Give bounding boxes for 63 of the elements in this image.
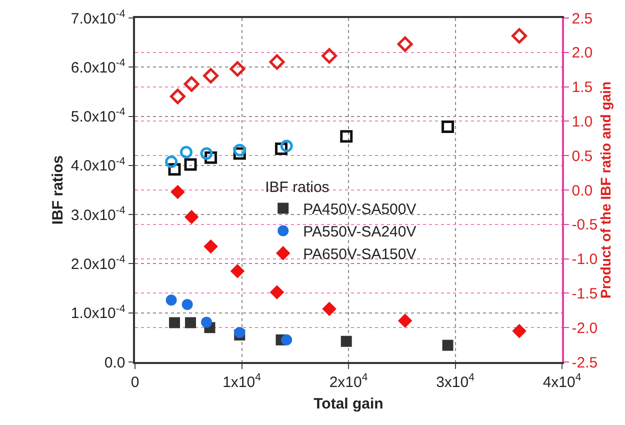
legend-label: PA450V-SA500V	[303, 201, 416, 218]
point	[442, 120, 454, 133]
y-tick-label: 3.0x10$^{-4}$	[70, 204, 126, 224]
point	[512, 28, 528, 44]
y-tick-label: 5.0x10$^{-4}$	[70, 106, 126, 126]
point	[169, 317, 180, 328]
y2-axis-title: Product of the IBF ratio and gain	[598, 82, 614, 298]
point	[184, 158, 197, 171]
x-tick-label: 0	[130, 374, 140, 391]
point	[233, 144, 246, 156]
point	[269, 54, 285, 70]
point	[322, 302, 336, 316]
legend-label: PA550V-SA240V	[303, 224, 416, 241]
legend-title: IBF ratios	[265, 178, 330, 196]
point	[322, 48, 338, 64]
point	[203, 68, 219, 84]
y-axis-title: IBF ratios	[50, 155, 67, 225]
point	[281, 334, 292, 346]
point	[398, 314, 412, 328]
y2-tick-label: -1.5	[572, 285, 598, 302]
y-tick-label: 7.0x10$^{-4}$	[70, 8, 126, 28]
point	[200, 147, 213, 160]
point	[270, 285, 284, 300]
y2-tick-label: 2.5	[572, 10, 593, 28]
x-axis-title: Total gain	[314, 395, 384, 412]
y2-tick-label: 1.0	[572, 113, 593, 130]
y2-tick-label: -1.0	[572, 251, 598, 268]
y2-tick-label: -0.5	[572, 216, 598, 234]
legend-label: PA650V-SA150V	[303, 246, 416, 264]
point	[201, 316, 212, 328]
y2-tick-label: 2.0	[572, 44, 593, 62]
point	[170, 88, 186, 104]
y2-tick-label: 0.5	[572, 148, 593, 165]
x-tick-label: 1x10$^{4}$	[222, 371, 262, 391]
y-tick-label: 0.0	[104, 354, 126, 372]
point	[184, 76, 200, 92]
x-tick-label: 2x10$^{4}$	[329, 371, 368, 391]
point	[204, 239, 218, 254]
y-tick-label: 6.0x10$^{-4}$	[70, 57, 126, 76]
point	[230, 61, 246, 77]
y2-tick-label: 0.0	[572, 182, 593, 200]
point	[230, 264, 245, 278]
point	[280, 140, 293, 152]
point	[182, 299, 193, 310]
point	[165, 156, 178, 168]
y2-tick-label: -2.0	[572, 320, 598, 337]
x-tick-label: 3x10$^{4}$	[436, 371, 475, 391]
point	[170, 184, 185, 200]
y-tick-label: 1.0x10$^{-4}$	[70, 302, 126, 322]
y-tick-label: 2.0x10$^{-4}$	[70, 254, 126, 273]
y2-tick-label: 1.5	[572, 79, 593, 96]
point	[397, 36, 413, 52]
x-tick-label: 4x10$^{4}$	[542, 371, 582, 391]
y-tick-label: 4.0x10$^{-4}$	[70, 155, 126, 175]
point	[340, 336, 352, 347]
point	[442, 340, 454, 351]
point	[166, 294, 177, 306]
point	[340, 130, 353, 143]
point	[512, 324, 526, 338]
point	[184, 210, 199, 224]
point	[180, 146, 192, 158]
y2-tick-label: -2.5	[572, 354, 598, 372]
point	[185, 317, 196, 328]
